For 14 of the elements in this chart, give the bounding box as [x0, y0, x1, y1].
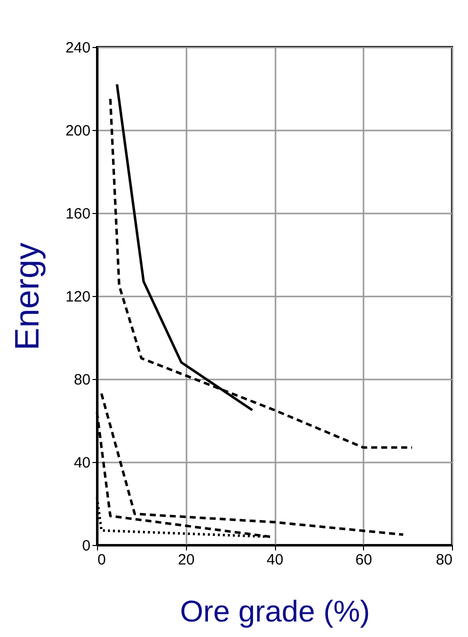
x-tick-label: 40: [266, 552, 284, 568]
x-tick-label: 80: [436, 552, 452, 568]
x-axis-title: Ore grade (%): [180, 596, 370, 628]
y-tick-label: 80: [74, 372, 90, 388]
y-tick-label: 120: [65, 288, 90, 306]
y-tick-label: 200: [65, 122, 90, 140]
y-tick-label: 240: [65, 40, 90, 56]
x-tick-label: 0: [98, 552, 106, 568]
y-axis-title: Energy: [8, 242, 46, 350]
y-tick-label: 40: [74, 454, 90, 472]
x-tick-label: 20: [178, 552, 195, 568]
x-tick-label: 60: [355, 552, 372, 568]
y-tick-label: 160: [65, 206, 90, 222]
y-tick-label: 0: [82, 538, 90, 554]
